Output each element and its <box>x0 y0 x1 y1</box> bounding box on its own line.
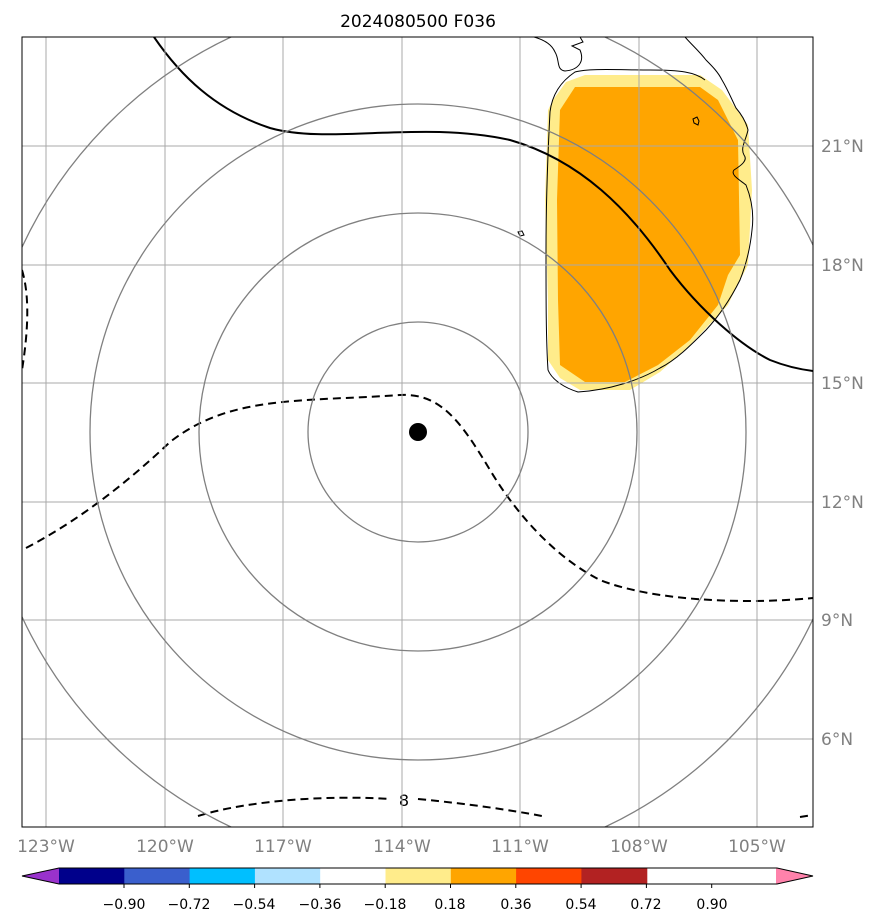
coastline-mainland <box>545 37 754 393</box>
figure-title: 2024080500 F036 <box>340 12 496 32</box>
colorbar-segment <box>189 868 256 884</box>
colorbar-segment <box>516 868 582 884</box>
lon-label: 114°W <box>373 837 431 857</box>
colorbar-segment <box>450 868 517 884</box>
colorbar <box>21 867 814 888</box>
colorbar-tick: −0.18 <box>364 897 407 913</box>
coastline <box>533 37 584 72</box>
lon-label: 108°W <box>610 837 668 857</box>
map-area: 8 <box>22 37 813 827</box>
colorbar-tick: 0.54 <box>565 897 596 913</box>
colorbar-segment <box>254 868 321 884</box>
lat-label: 9°N <box>821 611 853 631</box>
lon-label: 105°W <box>728 837 786 857</box>
contour-label: 8 <box>399 791 409 810</box>
colorbar-tick: −0.36 <box>299 897 342 913</box>
colorbar-tick: −0.54 <box>233 897 276 913</box>
colorbar-extend-low <box>22 868 60 884</box>
map-frame <box>21 36 814 828</box>
latitude-labels: 21°N 18°N 15°N 12°N 9°N 6°N <box>821 137 864 750</box>
lon-label: 117°W <box>254 837 312 857</box>
colorbar-tick: −0.72 <box>168 897 211 913</box>
shading-core <box>557 87 740 382</box>
lat-label: 15°N <box>821 374 864 394</box>
dashed-contour-west <box>22 269 29 371</box>
lat-label: 21°N <box>821 137 864 157</box>
solid-contour <box>153 37 813 372</box>
lat-label: 18°N <box>821 256 864 276</box>
range-ring <box>307 321 529 543</box>
range-ring <box>89 103 747 761</box>
island-1 <box>692 116 700 126</box>
colorbar-tick: 0.18 <box>434 897 465 913</box>
lat-label: 12°N <box>821 493 864 513</box>
colorbar-segment <box>581 868 648 884</box>
colorbar-segment <box>124 868 191 884</box>
dashed-contour-main <box>25 393 813 602</box>
colorbar-extend-high <box>776 868 813 884</box>
range-rings <box>22 37 813 827</box>
lon-label: 123°W <box>17 837 75 857</box>
colorbar-segment <box>385 868 452 884</box>
island-2 <box>517 230 525 237</box>
longitude-labels: 123°W 120°W 117°W 114°W 111°W 108°W 105°… <box>17 837 786 857</box>
gridlines <box>22 37 813 827</box>
colorbar-outline <box>21 867 814 885</box>
range-ring <box>198 212 638 652</box>
lat-label: 6°N <box>821 730 853 750</box>
colorbar-tick: 0.72 <box>630 897 661 913</box>
lon-label: 111°W <box>491 837 549 857</box>
colorbar-tick-labels: −0.90 −0.72 −0.54 −0.36 −0.18 0.18 0.36 … <box>103 897 728 913</box>
dashed-contour-se <box>799 814 813 818</box>
dashed-contour-south-2 <box>417 798 543 817</box>
colorbar-segment <box>59 868 125 884</box>
dashed-contour-south <box>197 796 391 817</box>
colorbar-tick: 0.36 <box>500 897 531 913</box>
lon-label: 120°W <box>136 837 194 857</box>
colorbar-tick: −0.90 <box>103 897 146 913</box>
colorbar-segment <box>320 868 387 884</box>
storm-center-marker <box>409 423 427 441</box>
colorbar-tick: 0.90 <box>696 897 727 913</box>
